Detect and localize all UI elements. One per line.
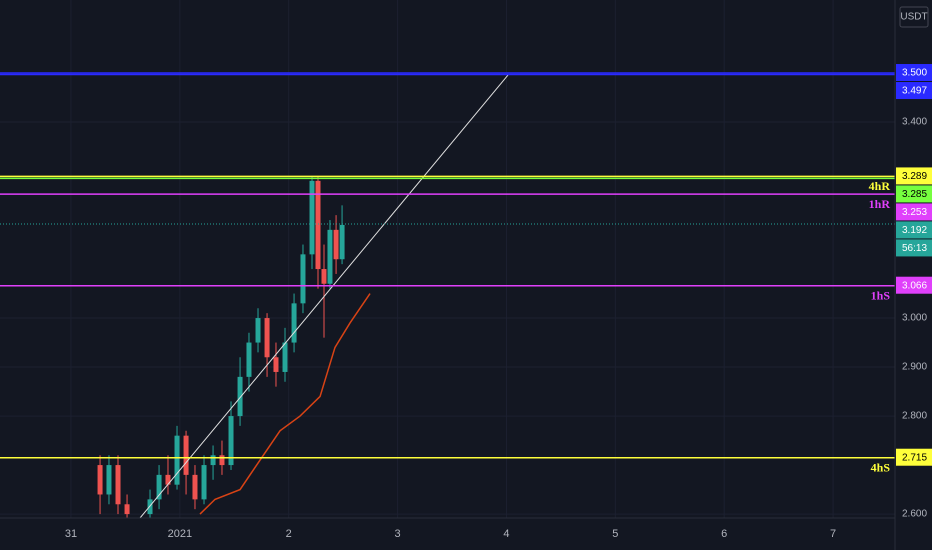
level-tag: 4hS	[871, 460, 891, 474]
price-label: 3.500	[902, 68, 927, 79]
price-label-bg	[896, 221, 932, 239]
candle-body	[228, 416, 234, 466]
price-label: 3.497	[902, 86, 927, 97]
price-label: 3.253	[902, 207, 927, 218]
price-label-bg	[896, 448, 932, 466]
candle-body	[273, 357, 279, 372]
candle-body	[124, 504, 130, 515]
price-label-bg	[896, 167, 932, 185]
x-tick-label: 4	[503, 528, 509, 540]
candle-body	[147, 499, 153, 515]
plot-area	[0, 72, 895, 518]
candle-body	[264, 318, 270, 358]
price-label-bg	[896, 276, 932, 294]
price-axis: 3.400 3.000 2.900 2.800 2.600 3.500 3.497 3.289…	[896, 64, 932, 520]
price-label-bg	[896, 185, 932, 203]
price-label-bg	[896, 64, 932, 82]
y-tick-label: 2.600	[902, 509, 927, 520]
candle-body	[183, 435, 189, 475]
grid	[0, 0, 895, 518]
candle-body	[115, 465, 121, 505]
currency-button[interactable]	[899, 6, 929, 28]
candle-body	[210, 455, 216, 466]
price-label: 2.715	[902, 452, 927, 463]
y-tick-label: 2.800	[902, 411, 927, 422]
candle-body	[300, 254, 306, 304]
x-tick-label: 31	[65, 528, 77, 540]
level-tag: 1hR	[869, 197, 891, 211]
level-tag: 1hS	[871, 288, 891, 302]
candle-body	[282, 342, 288, 372]
y-tick-label: 2.900	[902, 362, 927, 373]
candle-body	[315, 180, 321, 270]
x-tick-label: 3	[395, 528, 401, 540]
price-label-bg	[896, 203, 932, 221]
moving-average	[199, 293, 371, 515]
trend-line	[139, 74, 509, 518]
x-tick-label: 5	[612, 528, 618, 540]
x-tick-label: 6	[721, 528, 727, 540]
y-tick-label: 3.400	[902, 117, 927, 128]
candle-body	[321, 269, 327, 284]
countdown-bg	[896, 239, 932, 257]
price-label: 3.285	[902, 189, 927, 200]
countdown-label: 56:13	[902, 243, 927, 254]
candle-body	[237, 376, 243, 417]
candle-body	[291, 303, 297, 343]
candle-body	[219, 455, 225, 466]
candle-body	[333, 229, 339, 260]
candle-body	[106, 465, 112, 495]
candle-body	[192, 474, 198, 500]
x-tick-label: 2	[286, 528, 292, 540]
price-label-bg	[896, 82, 932, 100]
candle-body	[174, 435, 180, 485]
candle-body	[339, 224, 345, 260]
currency-label[interactable]: USDT	[900, 12, 927, 23]
candle-body	[309, 180, 315, 255]
level-tag: 4hR	[869, 179, 891, 193]
candle-body	[246, 342, 252, 377]
price-label: 3.192	[902, 225, 927, 236]
candle-body	[201, 465, 207, 500]
price-label: 3.066	[902, 280, 927, 291]
price-label: 3.289	[902, 171, 927, 182]
candle-body	[327, 229, 333, 284]
x-tick-label: 2021	[168, 528, 192, 540]
x-tick-label: 7	[830, 528, 836, 540]
candle-body	[165, 474, 171, 485]
candle-body	[97, 465, 103, 495]
candle-body	[156, 474, 162, 500]
y-tick-label: 3.000	[902, 313, 927, 324]
candle-body	[255, 318, 261, 343]
